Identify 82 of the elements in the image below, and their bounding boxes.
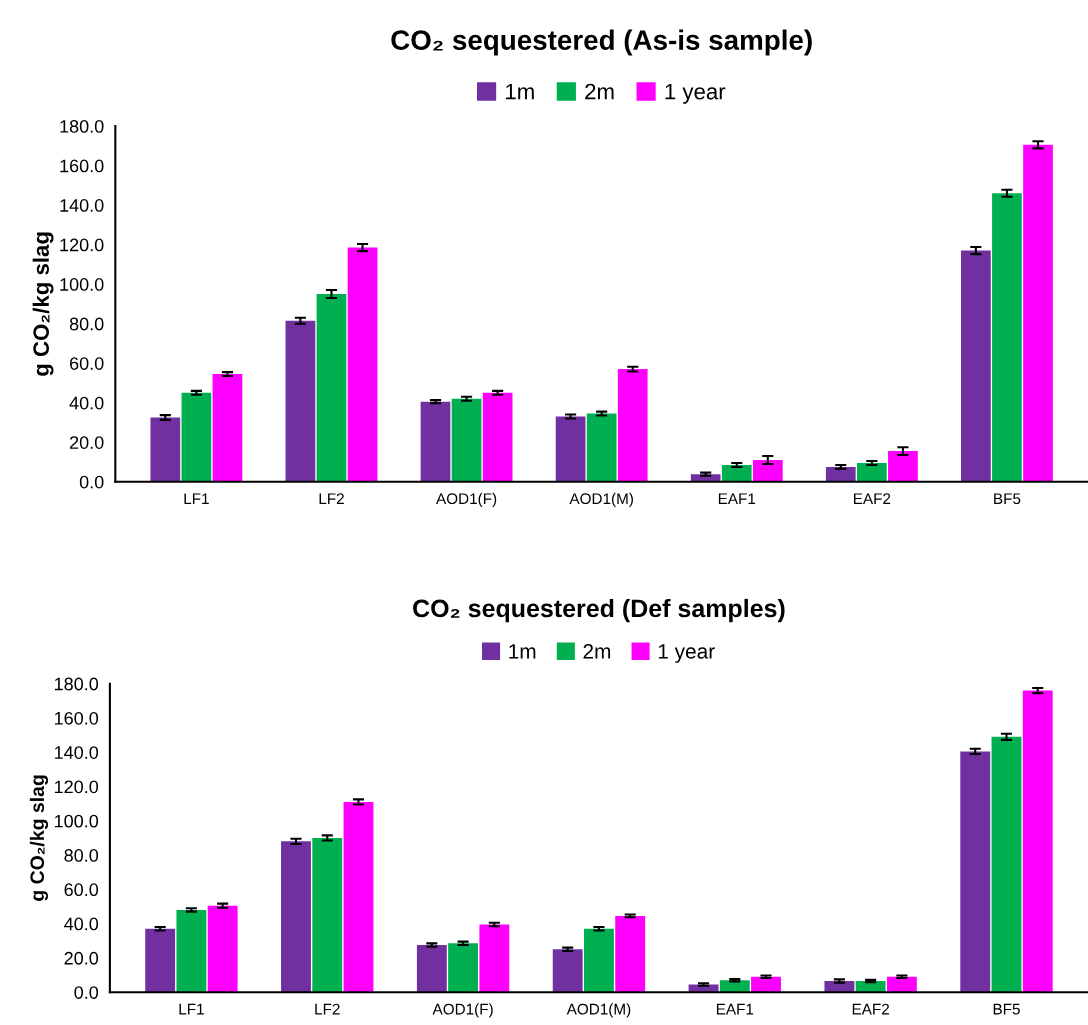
x-tick-label: AOD1(F): [436, 492, 497, 508]
y-tick-label: 0.0: [74, 986, 99, 999]
y-tick-label: 140.0: [60, 199, 104, 212]
x-tick-label: LF2: [319, 493, 344, 504]
bar: [420, 401, 451, 482]
bar: [615, 915, 646, 993]
bar: [886, 976, 917, 993]
bar: [586, 413, 617, 482]
bar: [992, 193, 1022, 482]
bar: [1023, 144, 1053, 482]
bar: [181, 392, 212, 482]
y-tick-label: 40.0: [64, 917, 99, 931]
bar: [479, 924, 510, 993]
bar: [555, 416, 586, 482]
legend-label: 1 year: [658, 644, 715, 663]
y-tick-label: 20.0: [64, 951, 99, 965]
y-tick-label: 80.0: [64, 849, 99, 862]
bar: [1022, 690, 1053, 993]
y-tick-label: 100.0: [60, 278, 104, 291]
bar: [991, 736, 1022, 993]
bar: [145, 928, 176, 993]
bar: [960, 751, 991, 993]
bar: [752, 460, 783, 482]
bar: [721, 464, 752, 482]
bar: [751, 976, 781, 993]
bar: [176, 909, 207, 993]
x-tick-label: EAF2: [852, 1003, 889, 1015]
bar: [312, 837, 343, 993]
bar: [343, 801, 374, 993]
x-tick-label: AOD1(M): [566, 1003, 631, 1018]
bar: [961, 250, 991, 482]
y-tick-label: 140.0: [54, 746, 99, 759]
bar: [448, 943, 479, 993]
y-tick-label: 60.0: [64, 883, 99, 897]
bar: [316, 294, 347, 482]
y-axis-title: g CO₂/kg slag: [29, 775, 49, 901]
x-tick-label: LF1: [184, 493, 209, 504]
bar: [617, 369, 648, 482]
y-tick-label: 20.0: [69, 436, 104, 449]
bar: [719, 980, 750, 993]
bar: [451, 398, 482, 482]
y-tick-label: 100.0: [54, 814, 99, 828]
y-tick-label: 160.0: [54, 711, 99, 725]
x-tick-label: AOD1(M): [569, 492, 633, 508]
bar: [584, 928, 614, 993]
x-tick-label: EAF1: [716, 1003, 754, 1015]
x-tick-label: BF5: [994, 493, 1021, 505]
legend-label: 1 year: [665, 83, 726, 104]
y-tick-label: 120.0: [60, 238, 104, 252]
y-tick-label: 180.0: [54, 677, 99, 691]
x-tick-label: EAF2: [854, 493, 891, 504]
bar: [150, 417, 181, 482]
y-tick-label: 40.0: [69, 396, 104, 410]
chart-title: CO₂ sequestered (As-is sample): [391, 29, 812, 56]
x-tick-label: BF5: [993, 1003, 1020, 1015]
bar: [347, 247, 378, 482]
bar: [552, 949, 583, 993]
legend-label: 1m: [509, 644, 536, 659]
bar: [212, 374, 243, 482]
x-tick-label: EAF1: [718, 493, 756, 504]
bar: [207, 905, 238, 993]
bar: [285, 320, 316, 482]
x-tick-label: AOD1(F): [432, 1003, 493, 1018]
bar: [482, 392, 513, 482]
y-tick-label: 80.0: [69, 317, 104, 331]
y-tick-label: 60.0: [70, 357, 104, 370]
legend-label: 2m: [583, 643, 611, 659]
bar: [825, 466, 856, 482]
bar: [416, 945, 447, 993]
chart-title: CO₂ sequestered (Def samples): [413, 598, 785, 623]
legend-label: 2m: [585, 83, 614, 100]
bar: [888, 451, 918, 482]
x-tick-label: LF2: [315, 1003, 340, 1015]
x-tick-label: LF1: [179, 1003, 204, 1015]
y-tick-label: 0.0: [79, 475, 104, 489]
legend-label: 1m: [506, 83, 534, 100]
bar: [281, 841, 311, 993]
y-tick-label: 160.0: [60, 159, 104, 173]
y-axis-title: g CO₂/kg slag: [32, 232, 54, 376]
y-tick-label: 120.0: [54, 780, 99, 794]
y-tick-label: 180.0: [60, 120, 104, 133]
bar: [856, 462, 887, 482]
